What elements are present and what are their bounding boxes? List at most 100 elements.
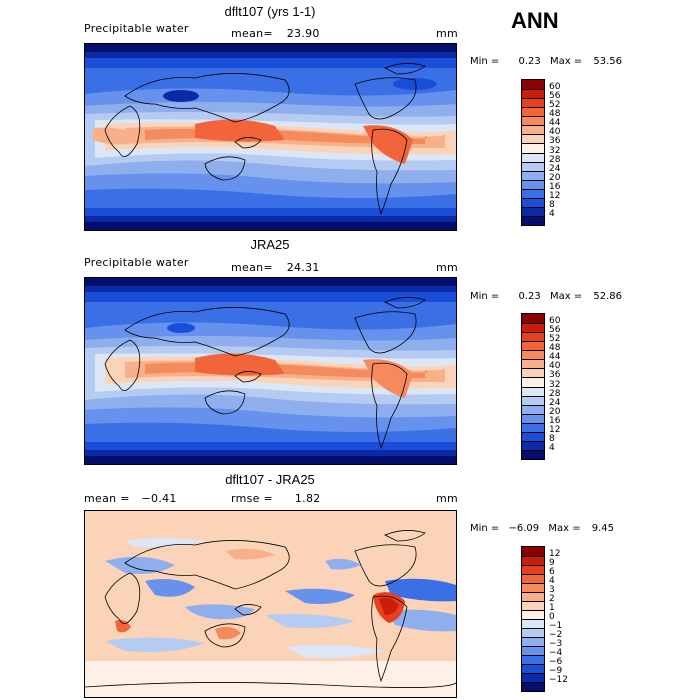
colorbar-swatch — [522, 583, 544, 592]
mean-value: 24.31 — [286, 261, 320, 274]
colorbar-tick-label: 40 — [549, 127, 561, 138]
colorbar-swatch — [522, 134, 544, 144]
colorbar-swatch — [522, 440, 544, 450]
colorbar-tick-label: −4 — [549, 648, 563, 658]
colorbar-tick-label: 52 — [549, 334, 561, 345]
colorbar-swatch — [522, 646, 544, 655]
colorbar-swatch — [522, 170, 544, 180]
colorbar-swatch — [522, 601, 544, 610]
colorbar-swatch — [522, 619, 544, 628]
colorbar-absolute — [521, 313, 545, 460]
min-label: Min = — [470, 56, 500, 67]
colorbar-swatch — [522, 422, 544, 432]
colorbar-tick-label: 6 — [549, 567, 555, 577]
colorbar-swatch — [522, 547, 544, 556]
variable-label: Precipitable water — [84, 22, 189, 35]
colorbar-tick-label: −3 — [549, 639, 563, 649]
colorbar-tick-label: 4 — [549, 442, 555, 453]
colorbar-tick-label: 56 — [549, 91, 561, 102]
rmse-value: 1.82 — [294, 492, 321, 505]
map-difference — [84, 510, 457, 698]
colorbar-swatch — [522, 449, 544, 459]
colorbar-tick-label: 56 — [549, 325, 561, 336]
colorbar-tick-label: 28 — [549, 388, 561, 399]
colorbar-tick-label: 24 — [549, 397, 561, 408]
mean-label: mean= 23.90 — [231, 27, 320, 40]
colorbar-tick-label: 12 — [549, 190, 561, 201]
min-max-readout: Min = −6.09 Max = 9.45 — [470, 523, 614, 534]
units-label: mm — [436, 261, 459, 274]
colorbar-tick-label: 44 — [549, 118, 561, 129]
colorbar-swatch — [522, 556, 544, 565]
colorbar-swatch — [522, 188, 544, 198]
variable-label: Precipitable water — [84, 256, 189, 269]
min-label: Min = — [470, 291, 500, 302]
panel-title: dflt107 (yrs 1-1) — [224, 4, 316, 19]
season-label: ANN — [511, 8, 559, 33]
max-label: Max = — [549, 291, 583, 302]
min-value: 0.23 — [518, 56, 541, 67]
colorbar-swatch — [522, 152, 544, 162]
colorbar-swatch — [522, 395, 544, 405]
units-label: mm — [436, 492, 459, 505]
colorbar-tick-label: 60 — [549, 316, 561, 327]
colorbar-swatch — [522, 404, 544, 414]
mean-text: mean= — [231, 261, 273, 274]
colorbar-difference — [521, 546, 545, 692]
colorbar-tick-label: 28 — [549, 154, 561, 165]
colorbar-tick-label: 16 — [549, 181, 561, 192]
max-value: 52.86 — [593, 291, 623, 302]
max-value: 53.56 — [593, 56, 623, 67]
rmse-label: rmse = 1.82 — [231, 492, 321, 505]
colorbar-tick-label: −6 — [549, 657, 563, 667]
colorbar-tick-label: 32 — [549, 145, 561, 156]
colorbar-swatch — [522, 341, 544, 351]
colorbar-swatch — [522, 197, 544, 207]
map-reference — [84, 277, 457, 465]
panel-title: dflt107 - JRA25 — [225, 472, 315, 487]
colorbar-swatch — [522, 143, 544, 153]
colorbar-tick-label: 8 — [549, 199, 555, 210]
colorbar-tick-label: 48 — [549, 109, 561, 120]
mean-value: 23.90 — [286, 27, 320, 40]
colorbar-absolute — [521, 79, 545, 226]
colorbar-swatch — [522, 107, 544, 117]
colorbar-swatch — [522, 215, 544, 225]
min-max-readout: Min = 0.23 Max = 52.86 — [470, 291, 622, 302]
max-value: 9.45 — [591, 523, 615, 534]
colorbar-tick-label: 12 — [549, 424, 561, 435]
colorbar-tick-label: 20 — [549, 172, 561, 183]
colorbar-swatch — [522, 323, 544, 333]
min-max-readout: Min = 0.23 Max = 53.56 — [470, 56, 622, 67]
colorbar-swatch — [522, 431, 544, 441]
colorbar-tick-label: 40 — [549, 361, 561, 372]
units-label: mm — [436, 27, 459, 40]
mean-text: mean = — [84, 492, 130, 505]
colorbar-swatch — [522, 314, 544, 324]
colorbar-tick-label: 12 — [549, 549, 561, 559]
colorbar-tick-label: −9 — [549, 666, 563, 676]
colorbar-tick-label: 32 — [549, 379, 561, 390]
mean-label: mean = −0.41 — [84, 492, 177, 505]
colorbar-swatch — [522, 80, 544, 90]
colorbar-tick-label: 48 — [549, 343, 561, 354]
colorbar-tick-label: 4 — [549, 208, 555, 219]
map-model — [84, 43, 457, 231]
colorbar-swatch — [522, 161, 544, 171]
colorbar-tick-label: 9 — [549, 558, 555, 568]
mean-label: mean= 24.31 — [231, 261, 320, 274]
colorbar-tick-label: 16 — [549, 415, 561, 426]
colorbar-swatch — [522, 89, 544, 99]
colorbar-swatch — [522, 664, 544, 673]
colorbar-swatch — [522, 673, 544, 682]
colorbar-swatch — [522, 359, 544, 369]
colorbar-tick-label: 1 — [549, 603, 555, 613]
rmse-text: rmse = — [231, 492, 274, 505]
colorbar-tick-label: 24 — [549, 163, 561, 174]
mean-value: −0.41 — [141, 492, 177, 505]
colorbar-swatch — [522, 125, 544, 135]
colorbar-swatch — [522, 574, 544, 583]
colorbar-swatch — [522, 592, 544, 601]
colorbar-tick-label: 4 — [549, 576, 555, 586]
colorbar-swatch — [522, 179, 544, 189]
